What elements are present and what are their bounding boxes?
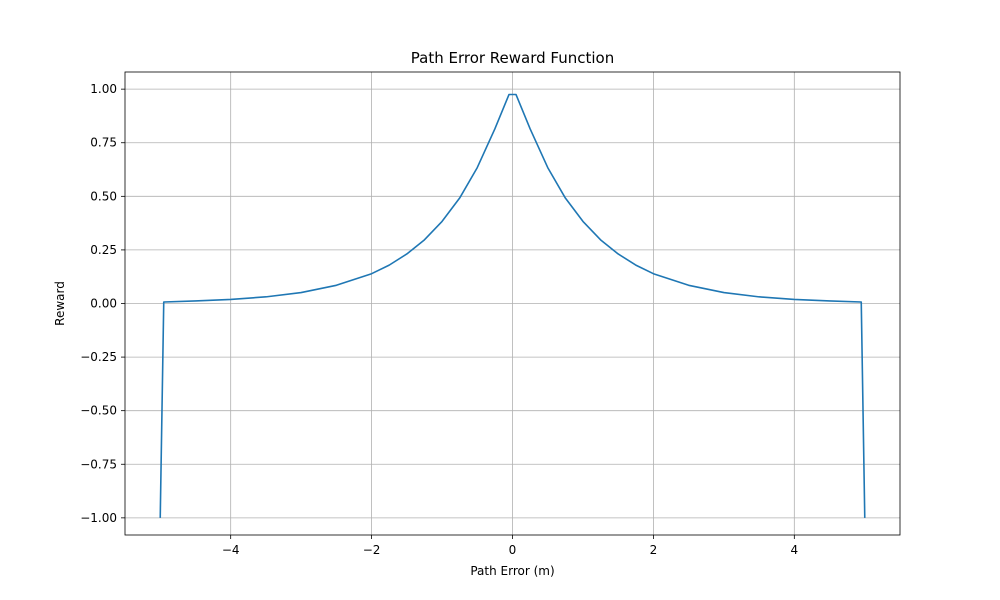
grid — [125, 72, 900, 535]
x-tick-label: −4 — [222, 543, 240, 557]
series-layer — [159, 93, 866, 518]
y-tick-label: 0.75 — [90, 136, 117, 150]
y-tick-label: 0.50 — [90, 189, 117, 203]
y-axis-label: Reward — [53, 281, 67, 326]
x-tick-label: 0 — [509, 543, 517, 557]
x-tick-label: 2 — [650, 543, 658, 557]
reward-series-line — [159, 93, 866, 518]
chart-title: Path Error Reward Function — [411, 49, 614, 67]
x-tick-label: −2 — [363, 543, 381, 557]
y-tick-label: −0.50 — [80, 404, 117, 418]
y-tick-label: 1.00 — [90, 82, 117, 96]
x-axis-label: Path Error (m) — [470, 564, 554, 578]
ticks: −4 −2 0 2 4 −1.00 −0.75 −0.50 −0.25 0.00 0.25 0.50 0… — [80, 82, 798, 557]
x-tick-label: 4 — [790, 543, 798, 557]
y-tick-label: −0.25 — [80, 350, 117, 364]
y-tick-label: −0.75 — [80, 457, 117, 471]
y-tick-label: 0.25 — [90, 243, 117, 257]
y-tick-label: 0.00 — [90, 297, 117, 311]
y-tick-label: −1.00 — [80, 511, 117, 525]
